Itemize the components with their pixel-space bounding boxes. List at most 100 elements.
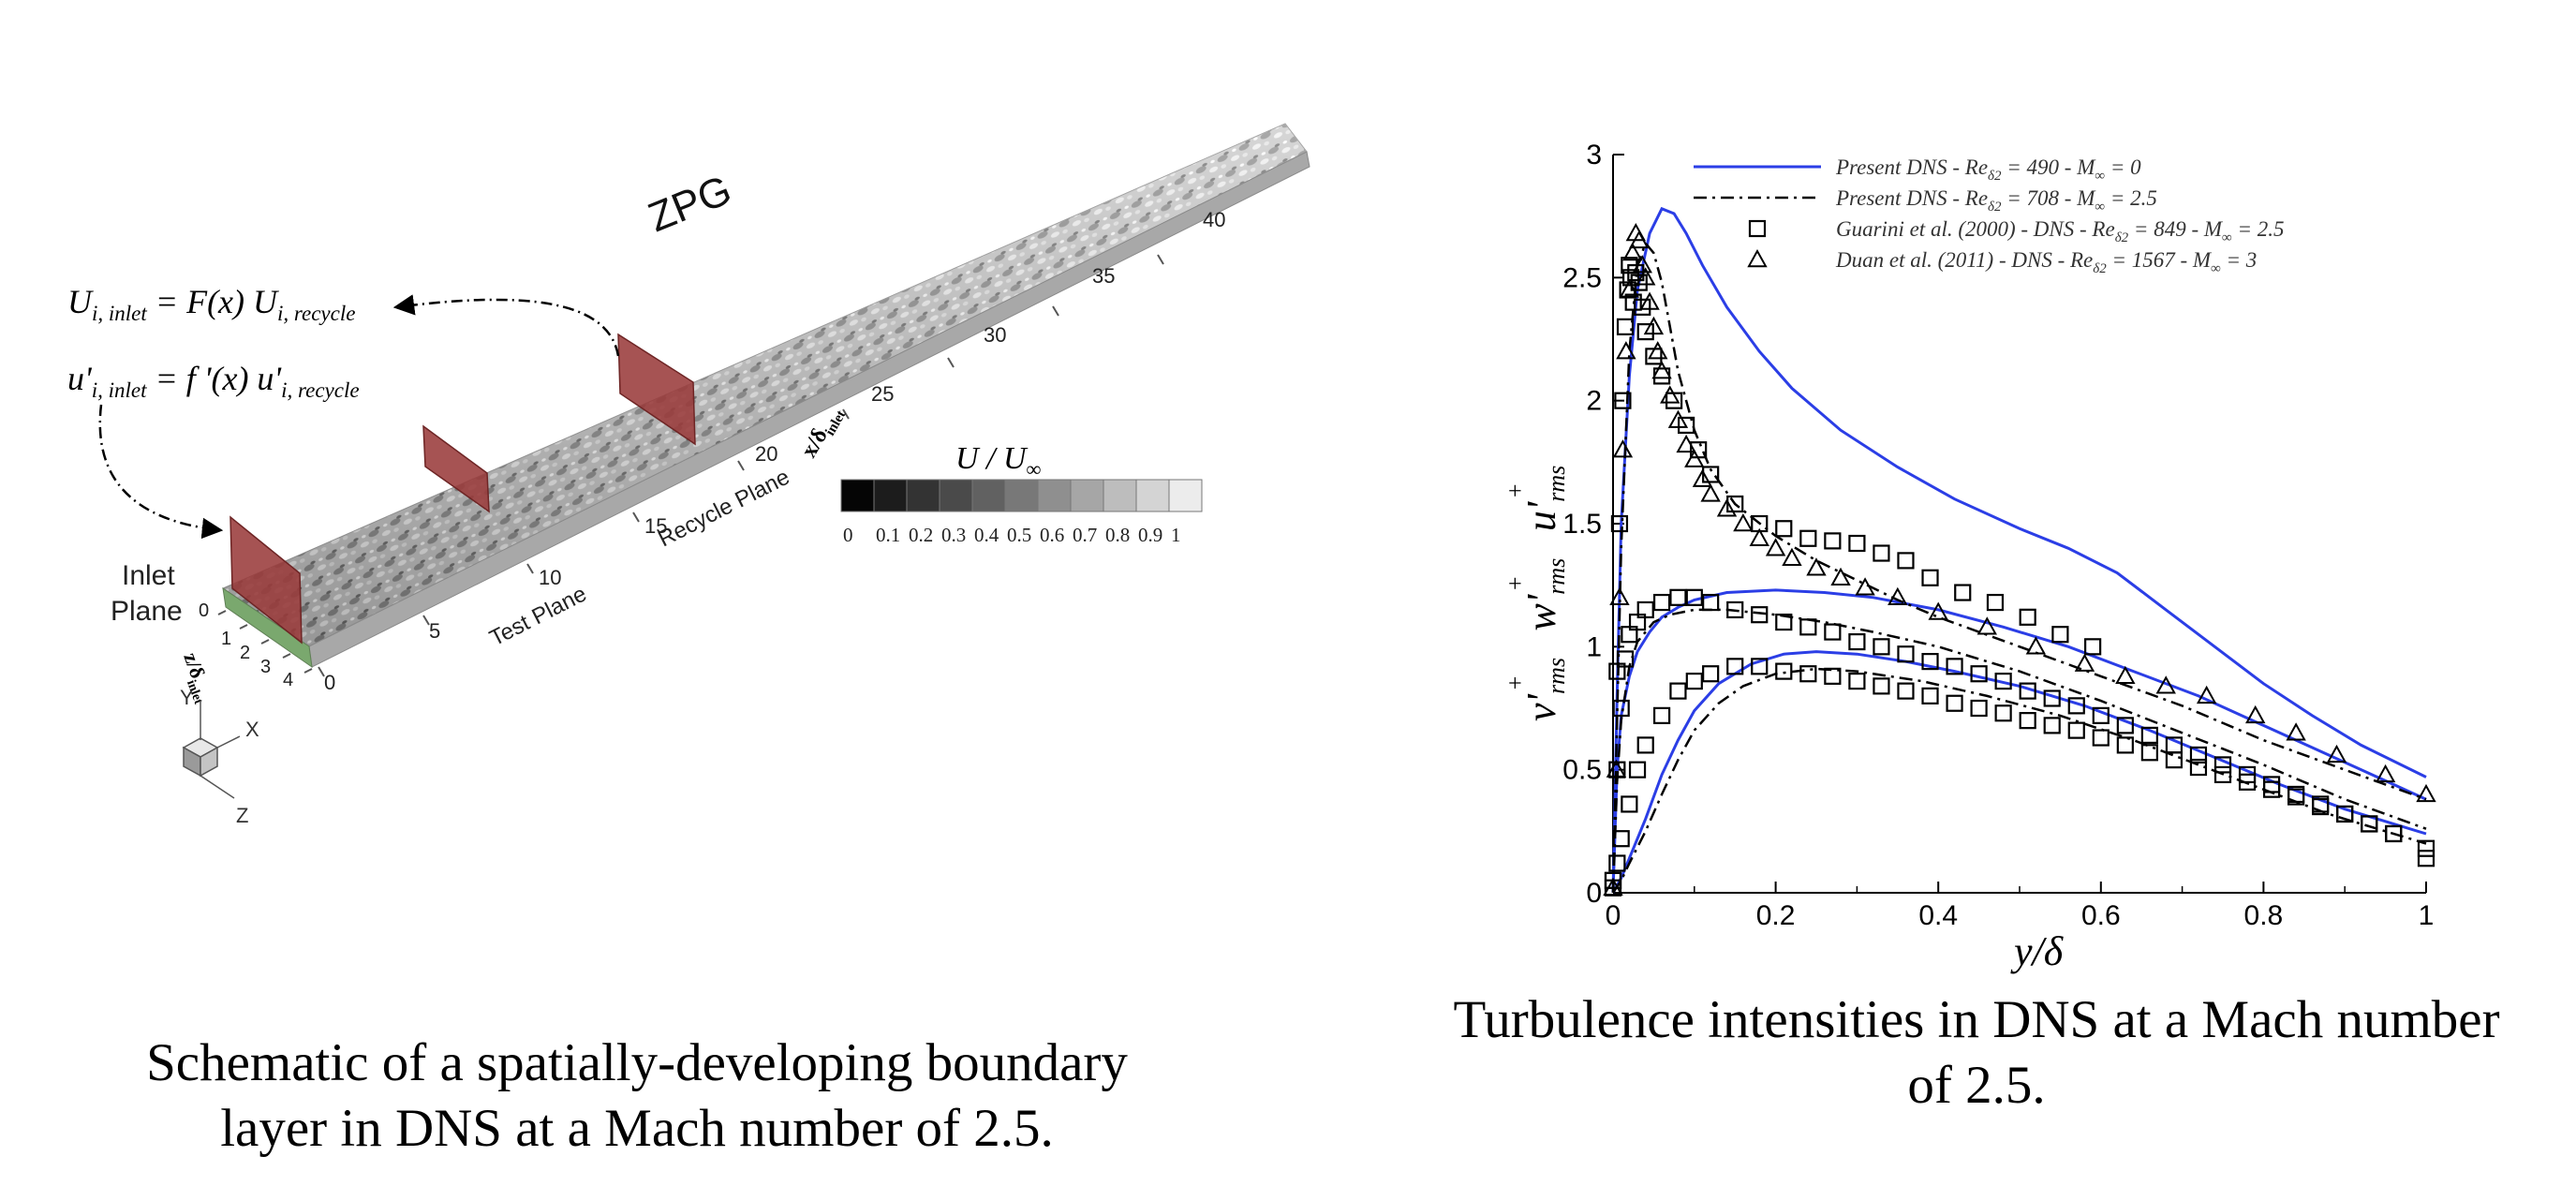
- square-marker: [1636, 736, 1654, 754]
- colorbar-tick: 0.5: [1007, 524, 1031, 546]
- inlet-plane: [229, 515, 303, 645]
- x-tick-20: 20: [755, 442, 777, 466]
- square-marker: [2213, 765, 2232, 784]
- triangle-marker: [1888, 586, 1908, 605]
- left-caption-line-1: Schematic of a spatially-developing boun…: [146, 1033, 1128, 1092]
- square-marker: [2019, 682, 2036, 700]
- square-marker: [1634, 298, 1651, 316]
- square-marker: [2084, 638, 2102, 656]
- triangle-marker: [1855, 577, 1875, 596]
- square-marker: [1775, 613, 1793, 631]
- square-marker: [1799, 618, 1817, 636]
- square-marker: [1610, 514, 1629, 533]
- chart-series: [1603, 206, 2436, 897]
- square-marker: [1726, 495, 1744, 513]
- z-tick-1: 1: [221, 629, 231, 649]
- z-tick-2: 2: [240, 643, 250, 663]
- domain-top-shade: [223, 124, 1307, 646]
- triangle-marker: [2155, 675, 2176, 694]
- y-tick-label: 2: [1586, 386, 1602, 417]
- legend-entry-2: Guarini et al. (2000) - DNS - Reδ2 = 849…: [1836, 217, 2285, 245]
- triad-x-label: X: [245, 718, 259, 741]
- colorbar-tick: 0: [843, 524, 853, 546]
- triangle-marker: [1684, 449, 1705, 467]
- square-marker: [2213, 756, 2232, 774]
- triangle-marker: [1619, 279, 1640, 298]
- legend-swatch-square: [1748, 219, 1767, 238]
- left-caption-line-2: layer in DNS at a Mach number of 2.5.: [220, 1099, 1054, 1158]
- legend-entry-1: Present DNS - Reδ2 = 708 - M∞ = 2.5: [1835, 186, 2157, 215]
- square-marker: [1799, 529, 1817, 547]
- triangle-marker: [2286, 722, 2306, 741]
- triangle-marker: [1765, 538, 1786, 556]
- axis-triad: Y X Z: [180, 686, 259, 827]
- square-marker: [2043, 717, 2061, 734]
- right-caption-line-1: Turbulence intensities in DNS at a Mach …: [1453, 990, 2500, 1049]
- legend-swatch-triangle: [1747, 248, 1768, 268]
- square-marker: [1652, 593, 1671, 612]
- triangle-marker: [1928, 601, 1948, 620]
- square-marker: [1848, 534, 1866, 553]
- square-marker: [2051, 626, 2069, 644]
- x-tick-label: 1: [2419, 900, 2435, 931]
- square-marker: [1702, 665, 1720, 683]
- left-caption: Schematic of a spatially-developing boun…: [28, 1030, 1246, 1162]
- colorbar-tick: 0.3: [941, 524, 966, 546]
- square-marker: [2092, 706, 2110, 724]
- legend-entry-0: Present DNS - Reδ2 = 490 - M∞ = 0: [1835, 156, 2141, 184]
- x-tick-10: 10: [539, 566, 561, 589]
- triangle-marker: [2245, 704, 2266, 724]
- triangle-marker: [1716, 498, 1738, 517]
- recycle-arrow: [392, 294, 620, 357]
- recycle-plane: [617, 333, 696, 446]
- square-marker: [1921, 687, 1939, 704]
- y-tick-label: 2.5: [1562, 262, 1602, 293]
- x-tick-label: 0.8: [2244, 900, 2284, 931]
- square-marker: [2361, 815, 2378, 833]
- square-marker: [1702, 466, 1720, 483]
- triangle-marker: [1622, 243, 1643, 261]
- triangle-marker: [1612, 439, 1634, 458]
- right-caption-line-2: of 2.5.: [1907, 1056, 2046, 1115]
- y-tick-label: 1.5: [1562, 509, 1602, 540]
- z-tick-3: 3: [260, 657, 271, 677]
- triangle-marker: [1806, 557, 1827, 576]
- triangle-marker: [1606, 759, 1627, 778]
- right-caption: Turbulence intensities in DNS at a Mach …: [1396, 987, 2557, 1119]
- triangle-marker: [2196, 685, 2217, 704]
- square-marker: [1612, 830, 1630, 848]
- triangle-marker: [1692, 468, 1713, 487]
- square-marker: [1994, 704, 2012, 722]
- square-marker: [2312, 795, 2330, 813]
- square-marker: [1726, 658, 1744, 675]
- square-marker: [2116, 717, 2134, 734]
- square-marker: [2043, 689, 2061, 707]
- square-marker: [2092, 729, 2110, 747]
- square-marker: [1954, 584, 1972, 601]
- colorbar-tick: 0.4: [974, 524, 999, 546]
- triangle-marker: [2025, 636, 2047, 655]
- x-axis-ticks: [318, 254, 1164, 677]
- triangle-marker: [1643, 316, 1665, 335]
- square-marker: [1751, 658, 1769, 675]
- triangle-marker: [2074, 653, 2095, 672]
- triangle-marker: [1676, 434, 1696, 453]
- colorbar-tick: 0.8: [1105, 524, 1130, 546]
- square-marker: [2140, 744, 2158, 762]
- test-plane: [422, 424, 490, 513]
- colorbar-tick: 0.1: [876, 524, 900, 546]
- colorbar-tick: 0.2: [909, 524, 933, 546]
- colorbar-swatch: [1004, 479, 1039, 512]
- x-tick-label: 0.6: [2081, 900, 2121, 931]
- triangle-marker: [1636, 267, 1656, 286]
- square-marker: [1669, 588, 1687, 606]
- square-marker: [1848, 673, 1866, 690]
- triangle-marker: [1749, 527, 1769, 546]
- triangle-marker: [1632, 255, 1652, 274]
- square-marker: [2238, 773, 2257, 791]
- square-marker: [1628, 761, 1647, 778]
- square-marker: [2140, 726, 2158, 744]
- legend-entry-3: Duan et al. (2011) - DNS - Reδ2 = 1567 -…: [1835, 248, 2257, 276]
- square-marker: [1616, 318, 1635, 335]
- square-marker: [1630, 274, 1648, 291]
